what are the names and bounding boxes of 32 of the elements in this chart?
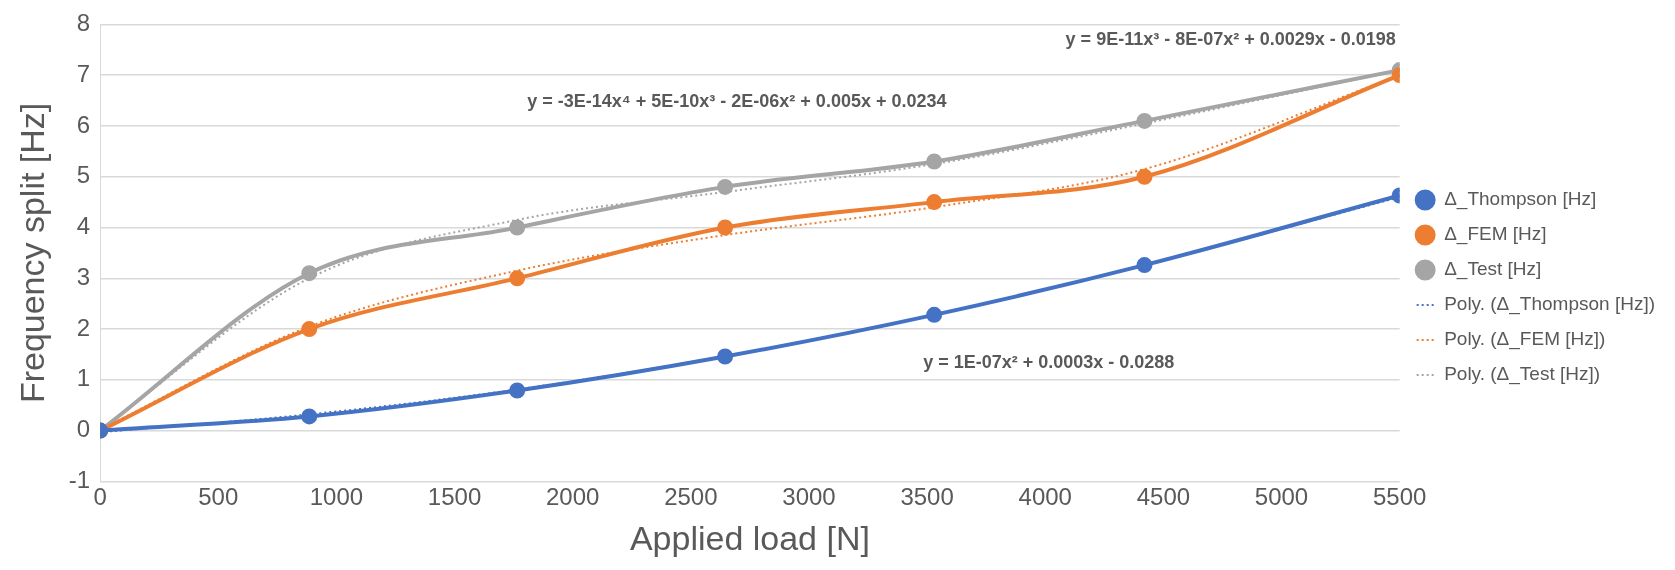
x-tick-label: 3500	[900, 483, 954, 511]
y-tick-label: -1	[68, 466, 91, 494]
legend-label: Δ_Test [Hz]	[1444, 258, 1542, 281]
y-tick-label: 0	[76, 415, 91, 443]
y-tick-label: 3	[76, 262, 91, 290]
y-tick-label: 1	[76, 364, 91, 392]
x-tick-label: 4500	[1136, 483, 1191, 511]
y-tick-label: 2	[76, 313, 91, 341]
x-tick-label: 2000	[546, 483, 600, 511]
x-tick-label: 1000	[309, 483, 364, 511]
y-axis-title: Frequency split [Hz]	[12, 102, 51, 404]
y-tick-label: 6	[76, 110, 91, 138]
annotation: y = 9E-11x³ - 8E-07x² + 0.0029x - 0.0198	[1065, 29, 1396, 50]
annotation: y = -3E-14x⁴ + 5E-10x³ - 2E-06x² + 0.005x + 0.0234	[527, 91, 947, 112]
legend-label: Δ_FEM [Hz]	[1444, 223, 1547, 246]
y-tick-label: 8	[76, 9, 91, 37]
annotation: y = 1E-07x² + 0.0003x - 0.0288	[923, 351, 1175, 372]
x-tick-label: 500	[198, 483, 239, 511]
x-tick-label: 5000	[1254, 483, 1309, 511]
y-tick-label: 5	[76, 161, 91, 189]
legend-label: Δ_Thompson [Hz]	[1444, 188, 1597, 211]
x-tick-label: 5500	[1372, 483, 1427, 511]
legend-label: Poly. (Δ_Test [Hz])	[1444, 363, 1601, 386]
y-tick-label: 7	[76, 59, 91, 87]
y-tick-label: 4	[76, 212, 91, 240]
x-tick-label: 1500	[427, 483, 482, 511]
legend-label: Poly. (Δ_Thompson [Hz])	[1444, 293, 1656, 316]
legend-label: Poly. (Δ_FEM [Hz])	[1444, 328, 1606, 351]
x-axis-title: Applied load [N]	[629, 518, 870, 557]
x-tick-label: 3000	[782, 483, 836, 511]
x-tick-label: 2500	[664, 483, 718, 511]
x-tick-label: 4000	[1018, 483, 1072, 511]
